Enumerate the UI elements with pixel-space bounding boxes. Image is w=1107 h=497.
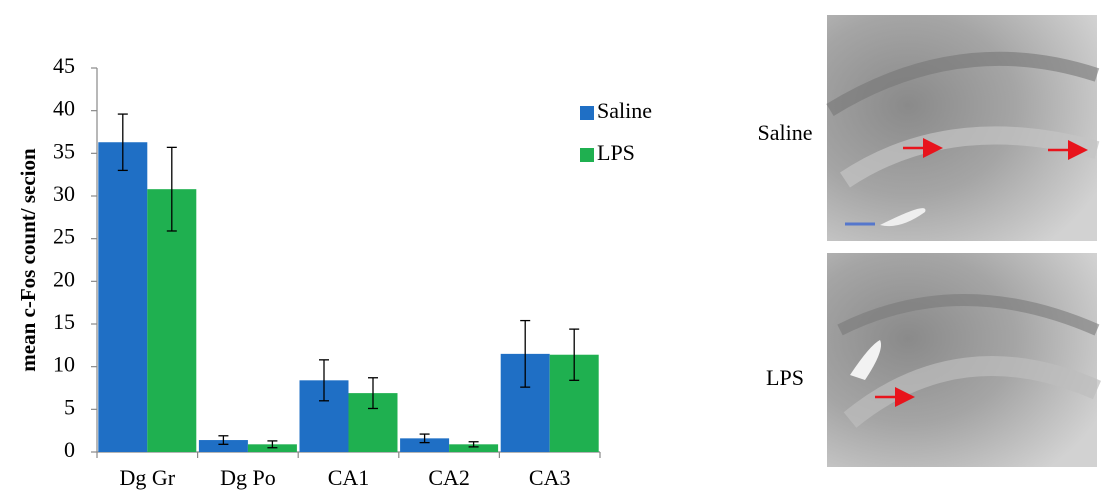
legend-swatch [580, 148, 594, 162]
legend-label: LPS [597, 140, 635, 165]
bar [147, 189, 197, 452]
error-bar [319, 359, 329, 402]
micrograph-saline [826, 15, 1100, 241]
y-tick-label: 20 [53, 266, 75, 291]
y-tick-label: 15 [53, 309, 75, 334]
error-bar [166, 146, 177, 232]
image-label: Saline [758, 120, 813, 145]
x-tick-label: CA3 [529, 465, 571, 490]
x-tick-label: CA1 [328, 465, 370, 490]
x-tick-label: Dg Po [220, 465, 276, 490]
bar [449, 444, 499, 452]
error-bar [267, 440, 278, 449]
bar [98, 142, 148, 453]
error-bar [419, 433, 430, 444]
error-bar [218, 435, 229, 445]
x-tick-label: CA2 [428, 465, 470, 490]
y-tick-label: 0 [64, 437, 75, 462]
y-tick-label: 45 [53, 53, 75, 78]
y-tick-label: 40 [53, 96, 75, 121]
legend-label: Saline [597, 98, 652, 123]
error-bar [117, 113, 128, 172]
error-bar [368, 377, 378, 410]
bar [198, 440, 248, 452]
x-tick-label: Dg Gr [119, 465, 175, 490]
legend-swatch [580, 106, 594, 120]
y-axis-label: mean c-Fos count/ secion [16, 148, 40, 372]
bar [400, 438, 450, 452]
error-bar [520, 319, 531, 388]
y-tick-label: 30 [53, 181, 75, 206]
y-tick-label: 35 [53, 138, 75, 163]
y-tick-label: 25 [53, 224, 75, 249]
micrograph-lps [827, 253, 1102, 467]
y-tick-label: 5 [64, 394, 75, 419]
error-bar [468, 441, 479, 448]
image-label: LPS [766, 365, 804, 390]
error-bar [569, 328, 580, 381]
y-tick-label: 10 [53, 352, 75, 377]
